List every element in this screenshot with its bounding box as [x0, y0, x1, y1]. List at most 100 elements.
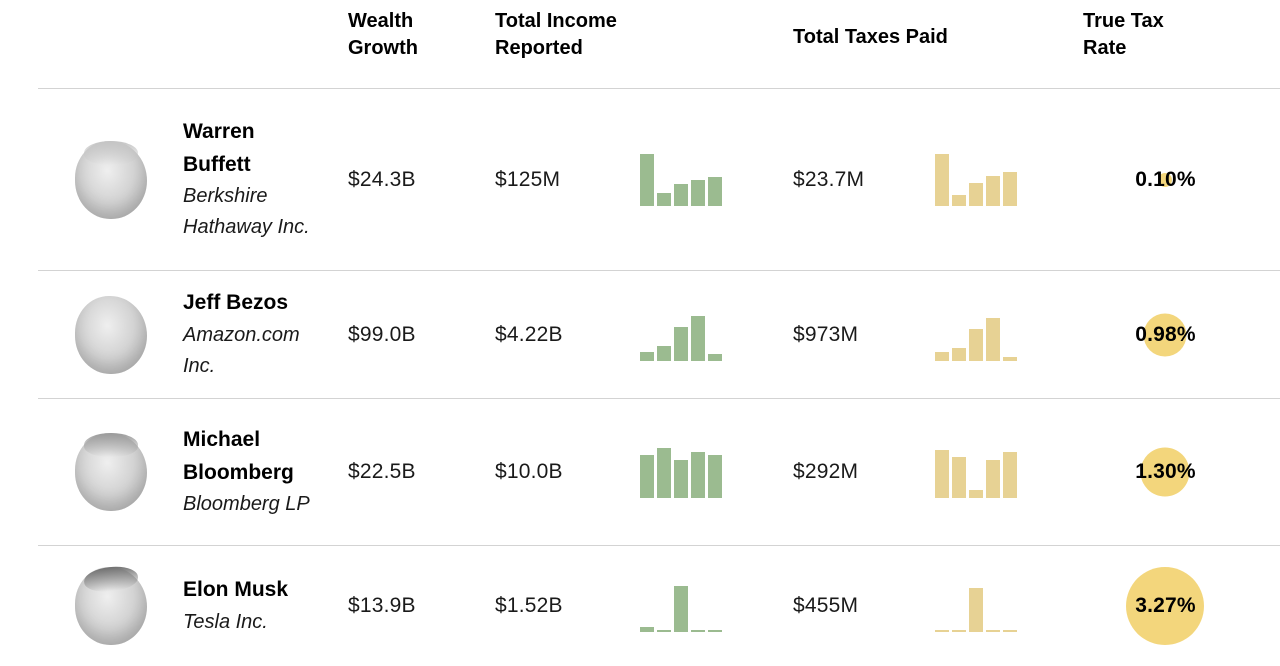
- total-taxes-value: $23.7M: [793, 167, 865, 191]
- tax-rate-circle: [1126, 567, 1205, 645]
- income-bar-chart: [640, 153, 722, 206]
- mini-bar: [1003, 452, 1017, 498]
- mini-bar: [657, 345, 671, 361]
- mini-bar: [657, 630, 671, 632]
- person-name: Michael Bloomberg: [183, 427, 294, 484]
- mini-bar: [969, 182, 983, 206]
- tax-rate-circle: [1140, 447, 1190, 497]
- person-company: Tesla Inc.: [183, 610, 268, 633]
- table-header-row: Wealth Growth Total Income Reported Tota…: [38, 0, 1280, 88]
- name-cell: Jeff Bezos Amazon.com Inc.: [183, 287, 328, 382]
- total-taxes-value: $292M: [793, 460, 859, 483]
- mini-bar: [969, 490, 983, 498]
- mini-bar: [1003, 630, 1017, 632]
- taxes-bar-chart: [935, 580, 1017, 632]
- person-company: Bloomberg LP: [183, 493, 310, 516]
- person-name: Warren Buffett: [183, 119, 255, 176]
- mini-bar: [674, 326, 688, 361]
- mini-bar: [986, 630, 1000, 632]
- tax-rate-circle: [1143, 313, 1187, 356]
- name-cell: Elon Musk Tesla Inc.: [183, 574, 328, 638]
- mini-bar: [708, 353, 722, 361]
- photo-cell: [38, 567, 183, 645]
- mini-bar: [1003, 171, 1017, 206]
- taxes-bar-chart: [935, 446, 1017, 498]
- mini-bar: [952, 347, 966, 361]
- mini-bar: [935, 153, 949, 206]
- mini-bar: [952, 457, 966, 498]
- mini-bar: [969, 328, 983, 361]
- mini-bar: [708, 176, 722, 206]
- mini-bar: [657, 192, 671, 206]
- taxes-bar-chart: [935, 309, 1017, 361]
- mini-bar: [986, 460, 1000, 498]
- mini-bar: [674, 586, 688, 632]
- table-row-elon-musk: Elon Musk Tesla Inc. $13.9B $1.52B $455M…: [38, 545, 1280, 666]
- photo-cell: [38, 140, 183, 219]
- mini-bar: [952, 630, 966, 632]
- mini-bar: [969, 588, 983, 632]
- mini-bar: [708, 455, 722, 498]
- total-taxes-value: $455M: [793, 594, 859, 617]
- mini-bar: [691, 179, 705, 206]
- column-header-total-taxes: Total Taxes Paid: [793, 26, 948, 48]
- mini-bar: [640, 455, 654, 498]
- person-name: Jeff Bezos: [183, 291, 289, 315]
- total-income-value: $125M: [495, 167, 561, 191]
- table-row-warren-buffett: Warren Buffett Berkshire Hathaway Inc. $…: [38, 88, 1280, 270]
- mini-bar: [691, 452, 705, 498]
- true-tax-rate-value: 0.98%: [1135, 322, 1196, 346]
- column-header-wealth-growth: Wealth Growth: [348, 10, 418, 59]
- table-row-jeff-bezos: Jeff Bezos Amazon.com Inc. $99.0B $4.22B…: [38, 270, 1280, 398]
- income-bar-chart: [640, 580, 722, 632]
- wealth-growth-value: $13.9B: [348, 594, 416, 617]
- true-tax-rate-cell: 0.10%: [1083, 168, 1242, 192]
- elon-musk-portrait-photo: [74, 567, 147, 645]
- table-row-michael-bloomberg: Michael Bloomberg Bloomberg LP $22.5B $1…: [38, 398, 1280, 545]
- income-bar-chart: [640, 446, 722, 498]
- mini-bar: [640, 627, 654, 632]
- total-taxes-value: $973M: [793, 322, 859, 346]
- true-tax-rate-value: 1.30%: [1135, 460, 1196, 483]
- person-name: Elon Musk: [183, 578, 289, 602]
- mini-bar: [691, 315, 705, 361]
- tax-rate-circle: [1158, 172, 1173, 187]
- michael-bloomberg-portrait-photo: [74, 433, 147, 511]
- mini-bar: [986, 175, 1000, 206]
- mini-bar: [691, 630, 705, 632]
- mini-bar: [640, 153, 654, 206]
- mini-bar: [935, 450, 949, 498]
- mini-bar: [657, 448, 671, 498]
- wealth-growth-value: $22.5B: [348, 460, 416, 483]
- mini-bar: [986, 317, 1000, 361]
- column-header-total-income: Total Income Reported: [495, 10, 617, 59]
- wealth-growth-value: $24.3B: [348, 167, 416, 191]
- mini-bar: [674, 460, 688, 498]
- true-tax-rate-value: 3.27%: [1135, 594, 1196, 617]
- taxes-bar-chart: [935, 153, 1017, 206]
- true-tax-rate-cell: 1.30%: [1083, 447, 1242, 497]
- mini-bar: [640, 351, 654, 361]
- true-tax-rate-cell: 0.98%: [1083, 313, 1242, 356]
- name-cell: Warren Buffett Berkshire Hathaway Inc.: [183, 116, 328, 243]
- name-cell: Michael Bloomberg Bloomberg LP: [183, 424, 328, 520]
- jeff-bezos-portrait-photo: [74, 295, 147, 374]
- total-income-value: $1.52B: [495, 594, 563, 617]
- mini-bar: [935, 351, 949, 361]
- person-company: Amazon.com Inc.: [183, 323, 300, 377]
- total-income-value: $10.0B: [495, 460, 563, 483]
- mini-bar: [952, 194, 966, 206]
- true-tax-rate-cell: 3.27%: [1083, 567, 1242, 645]
- column-header-true-tax-rate: True Tax Rate: [1083, 10, 1164, 59]
- mini-bar: [1003, 356, 1017, 361]
- photo-cell: [38, 295, 183, 374]
- income-bar-chart: [640, 309, 722, 361]
- true-tax-rate-value: 0.10%: [1135, 167, 1196, 191]
- person-company: Berkshire Hathaway Inc.: [183, 185, 310, 239]
- warren-buffett-portrait-photo: [74, 140, 147, 219]
- mini-bar: [935, 630, 949, 632]
- mini-bar: [674, 183, 688, 206]
- total-income-value: $4.22B: [495, 322, 563, 346]
- photo-cell: [38, 433, 183, 511]
